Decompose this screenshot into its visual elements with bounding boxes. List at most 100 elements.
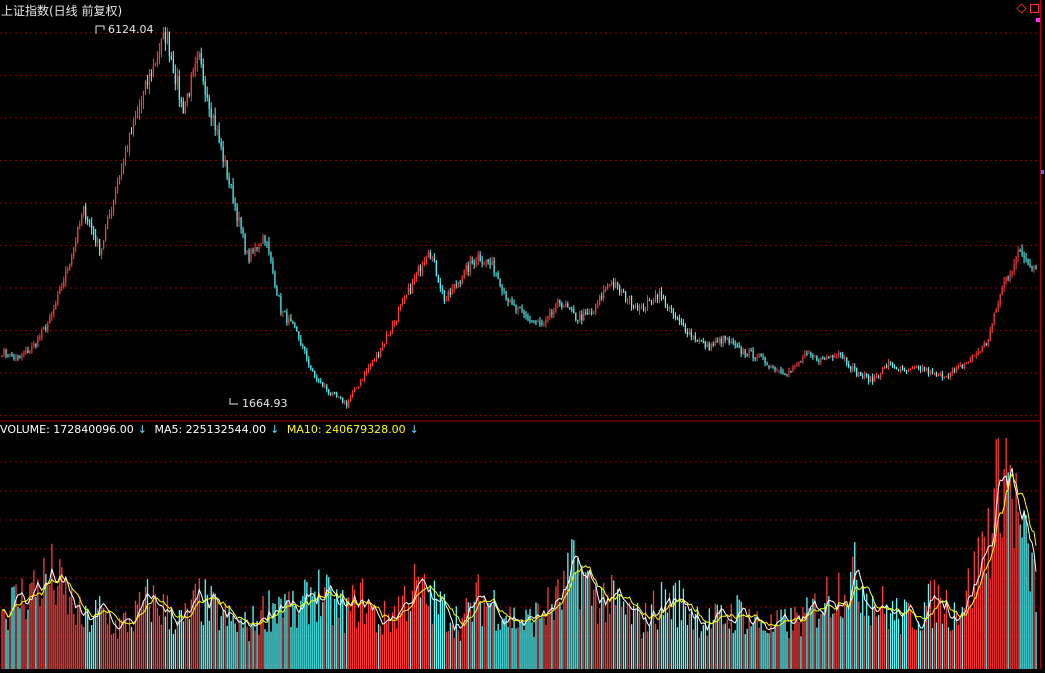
volume-bar	[282, 617, 284, 669]
price-candle-body	[770, 366, 772, 369]
price-candle-body	[882, 367, 884, 374]
volume-bar	[105, 611, 107, 669]
price-candle-body	[760, 353, 762, 356]
low-marker	[229, 398, 238, 405]
volume-bar	[971, 607, 973, 669]
price-candle-body	[455, 284, 457, 286]
volume-bar	[802, 606, 804, 669]
volume-bar	[375, 632, 378, 669]
price-candle-body	[692, 335, 694, 337]
volume-bar	[381, 634, 384, 669]
volume-bar	[21, 578, 23, 669]
volume-bar	[513, 607, 515, 669]
volume-bar	[559, 601, 561, 669]
volume-bar	[583, 571, 585, 669]
volume-bar	[23, 604, 25, 669]
price-candle-body	[640, 305, 643, 307]
price-candle-body	[118, 176, 121, 185]
volume-bar	[511, 627, 513, 669]
price-candle-body	[314, 371, 316, 377]
price-candle-body	[788, 371, 790, 375]
price-candle-body	[682, 322, 684, 326]
volume-bar	[419, 597, 422, 669]
price-candle-body	[878, 376, 880, 378]
volume-bar	[326, 574, 328, 669]
price-candle-body	[421, 265, 423, 272]
price-candle-body	[883, 365, 886, 368]
volume-bar	[796, 612, 798, 669]
price-candle-body	[487, 260, 489, 263]
price-candle-body	[332, 391, 334, 395]
volume-bar	[740, 601, 742, 669]
volume-bar	[481, 626, 483, 669]
price-candle-body	[206, 94, 208, 98]
price-candle-body	[405, 294, 408, 297]
price-candle-body	[284, 310, 286, 313]
price-candle-body	[832, 355, 834, 358]
volume-bar	[182, 621, 184, 669]
volume-bar	[342, 590, 344, 669]
volume-bar	[531, 622, 533, 669]
price-candle-body	[923, 367, 926, 371]
volume-bar	[83, 626, 85, 669]
price-candle-body	[395, 320, 398, 322]
price-candle-body	[1031, 265, 1033, 269]
volume-bar	[409, 611, 412, 669]
price-candle-body	[730, 341, 732, 344]
price-candle-body	[39, 336, 41, 339]
price-candle-body	[437, 275, 439, 283]
price-candle-body	[828, 357, 830, 359]
volume-bar	[519, 622, 521, 669]
volume-bar	[521, 619, 523, 669]
price-candle-body	[300, 338, 302, 346]
volume-bar	[236, 631, 238, 669]
volume-bar	[750, 626, 752, 669]
price-candle-body	[443, 290, 445, 302]
price-candle-body	[373, 359, 376, 361]
volume-bar	[73, 613, 75, 669]
price-candle-body	[742, 350, 744, 354]
volume-bar	[39, 606, 41, 669]
price-candle-body	[802, 358, 804, 362]
volume-bar	[517, 627, 519, 669]
price-candle-body	[995, 308, 997, 313]
price-candle-body	[838, 352, 840, 356]
price-candle-body	[666, 307, 669, 309]
price-candle-body	[672, 308, 675, 316]
price-candle-body	[322, 381, 324, 387]
volume-bar	[555, 586, 557, 669]
price-candle-body	[51, 314, 53, 317]
volume-bar	[621, 606, 623, 669]
volume-bar	[93, 617, 95, 669]
volume-bar	[1001, 537, 1003, 669]
price-candle-body	[509, 299, 511, 302]
price-candle-body	[162, 32, 164, 40]
volume-bar	[754, 616, 756, 669]
volume-bar	[623, 601, 625, 669]
price-candle-body	[764, 356, 766, 364]
volume-bar	[101, 605, 103, 669]
price-candle-body	[204, 81, 206, 95]
volume-bar	[915, 629, 918, 669]
price-candle-body	[132, 119, 135, 134]
price-candle-body	[441, 288, 443, 291]
price-candle-body	[91, 223, 93, 229]
price-candle-body	[872, 376, 874, 382]
price-candle-body	[525, 314, 527, 317]
price-candle-body	[808, 352, 810, 354]
volume-bar	[166, 595, 169, 669]
volume-bar	[820, 614, 822, 669]
price-candle-body	[208, 97, 210, 109]
volume-bar	[15, 584, 17, 669]
price-candle-body	[236, 206, 238, 222]
volume-bar	[252, 605, 254, 669]
volume-bar	[304, 579, 306, 669]
volume-bar	[957, 624, 960, 669]
volume-bar	[383, 600, 386, 669]
volume-bar	[668, 592, 671, 669]
maximize-icon[interactable]	[1030, 4, 1039, 13]
price-candle-body	[794, 365, 796, 367]
volume-bar	[336, 589, 338, 669]
price-candle-body	[57, 294, 59, 304]
